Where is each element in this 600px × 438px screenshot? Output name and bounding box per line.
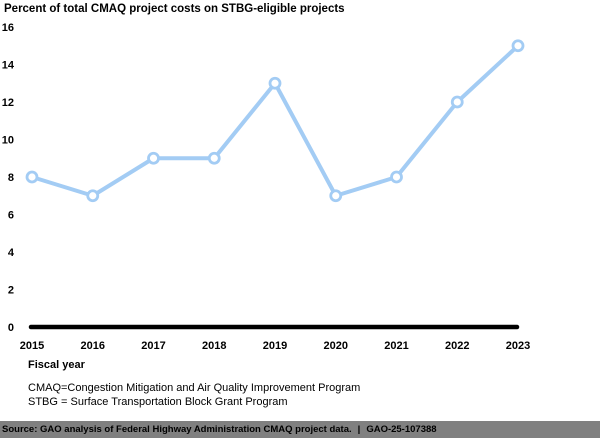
x-tick-label-2017: 2017 [141, 340, 165, 352]
y-tick-label-14: 14 [2, 60, 15, 72]
data-line [30, 43, 520, 198]
y-tick-label-8: 8 [8, 172, 14, 184]
line-chart: 0 2 4 6 8 10 12 14 16 2015 2016 2017 2018 2019 2020 202… [2, 22, 530, 371]
y-tick-label-4: 4 [8, 247, 15, 259]
y-tick-label-2: 2 [8, 285, 14, 297]
footnote-stbg: STBG = Surface Transportation Block Gran… [28, 396, 288, 408]
x-tick-label-2015: 2015 [20, 340, 44, 352]
chart-title: Percent of total CMAQ project costs on S… [4, 3, 345, 15]
data-point-2023 [511, 39, 525, 53]
data-point-2016 [86, 189, 100, 203]
x-tick-label-2016: 2016 [81, 340, 105, 352]
y-tick-label-10: 10 [2, 135, 14, 147]
x-tick-label-2020: 2020 [324, 340, 348, 352]
report-number: GAO-25-107388 [366, 424, 437, 435]
data-point-2020 [329, 189, 343, 203]
data-point-2022 [450, 95, 464, 109]
y-tick-label-6: 6 [8, 210, 14, 222]
source-separator: | [357, 424, 361, 435]
source-text: Source: GAO analysis of Federal Highway … [2, 424, 352, 435]
y-tick-label-0: 0 [8, 322, 14, 334]
x-axis-title: Fiscal year [28, 359, 86, 371]
data-point-2017 [147, 151, 160, 165]
x-tick-label-2019: 2019 [263, 340, 287, 352]
data-point-2015 [25, 170, 39, 184]
x-tick-label-2023: 2023 [506, 340, 530, 352]
x-tick-label-2021: 2021 [384, 340, 408, 352]
y-tick-label-12: 12 [2, 97, 14, 109]
x-tick-label-2018: 2018 [202, 340, 226, 352]
data-point-2019 [268, 76, 282, 90]
data-point-2018 [207, 151, 221, 165]
y-tick-label-16: 16 [2, 22, 14, 34]
x-tick-label-2022: 2022 [445, 340, 469, 352]
data-point-2021 [390, 170, 403, 184]
source-bar: Source: GAO analysis of Federal Highway … [0, 421, 600, 438]
footnotes: CMAQ=Congestion Mitigation and Air Quali… [28, 381, 360, 409]
footnote-cmaq: CMAQ=Congestion Mitigation and Air Quali… [28, 382, 361, 394]
